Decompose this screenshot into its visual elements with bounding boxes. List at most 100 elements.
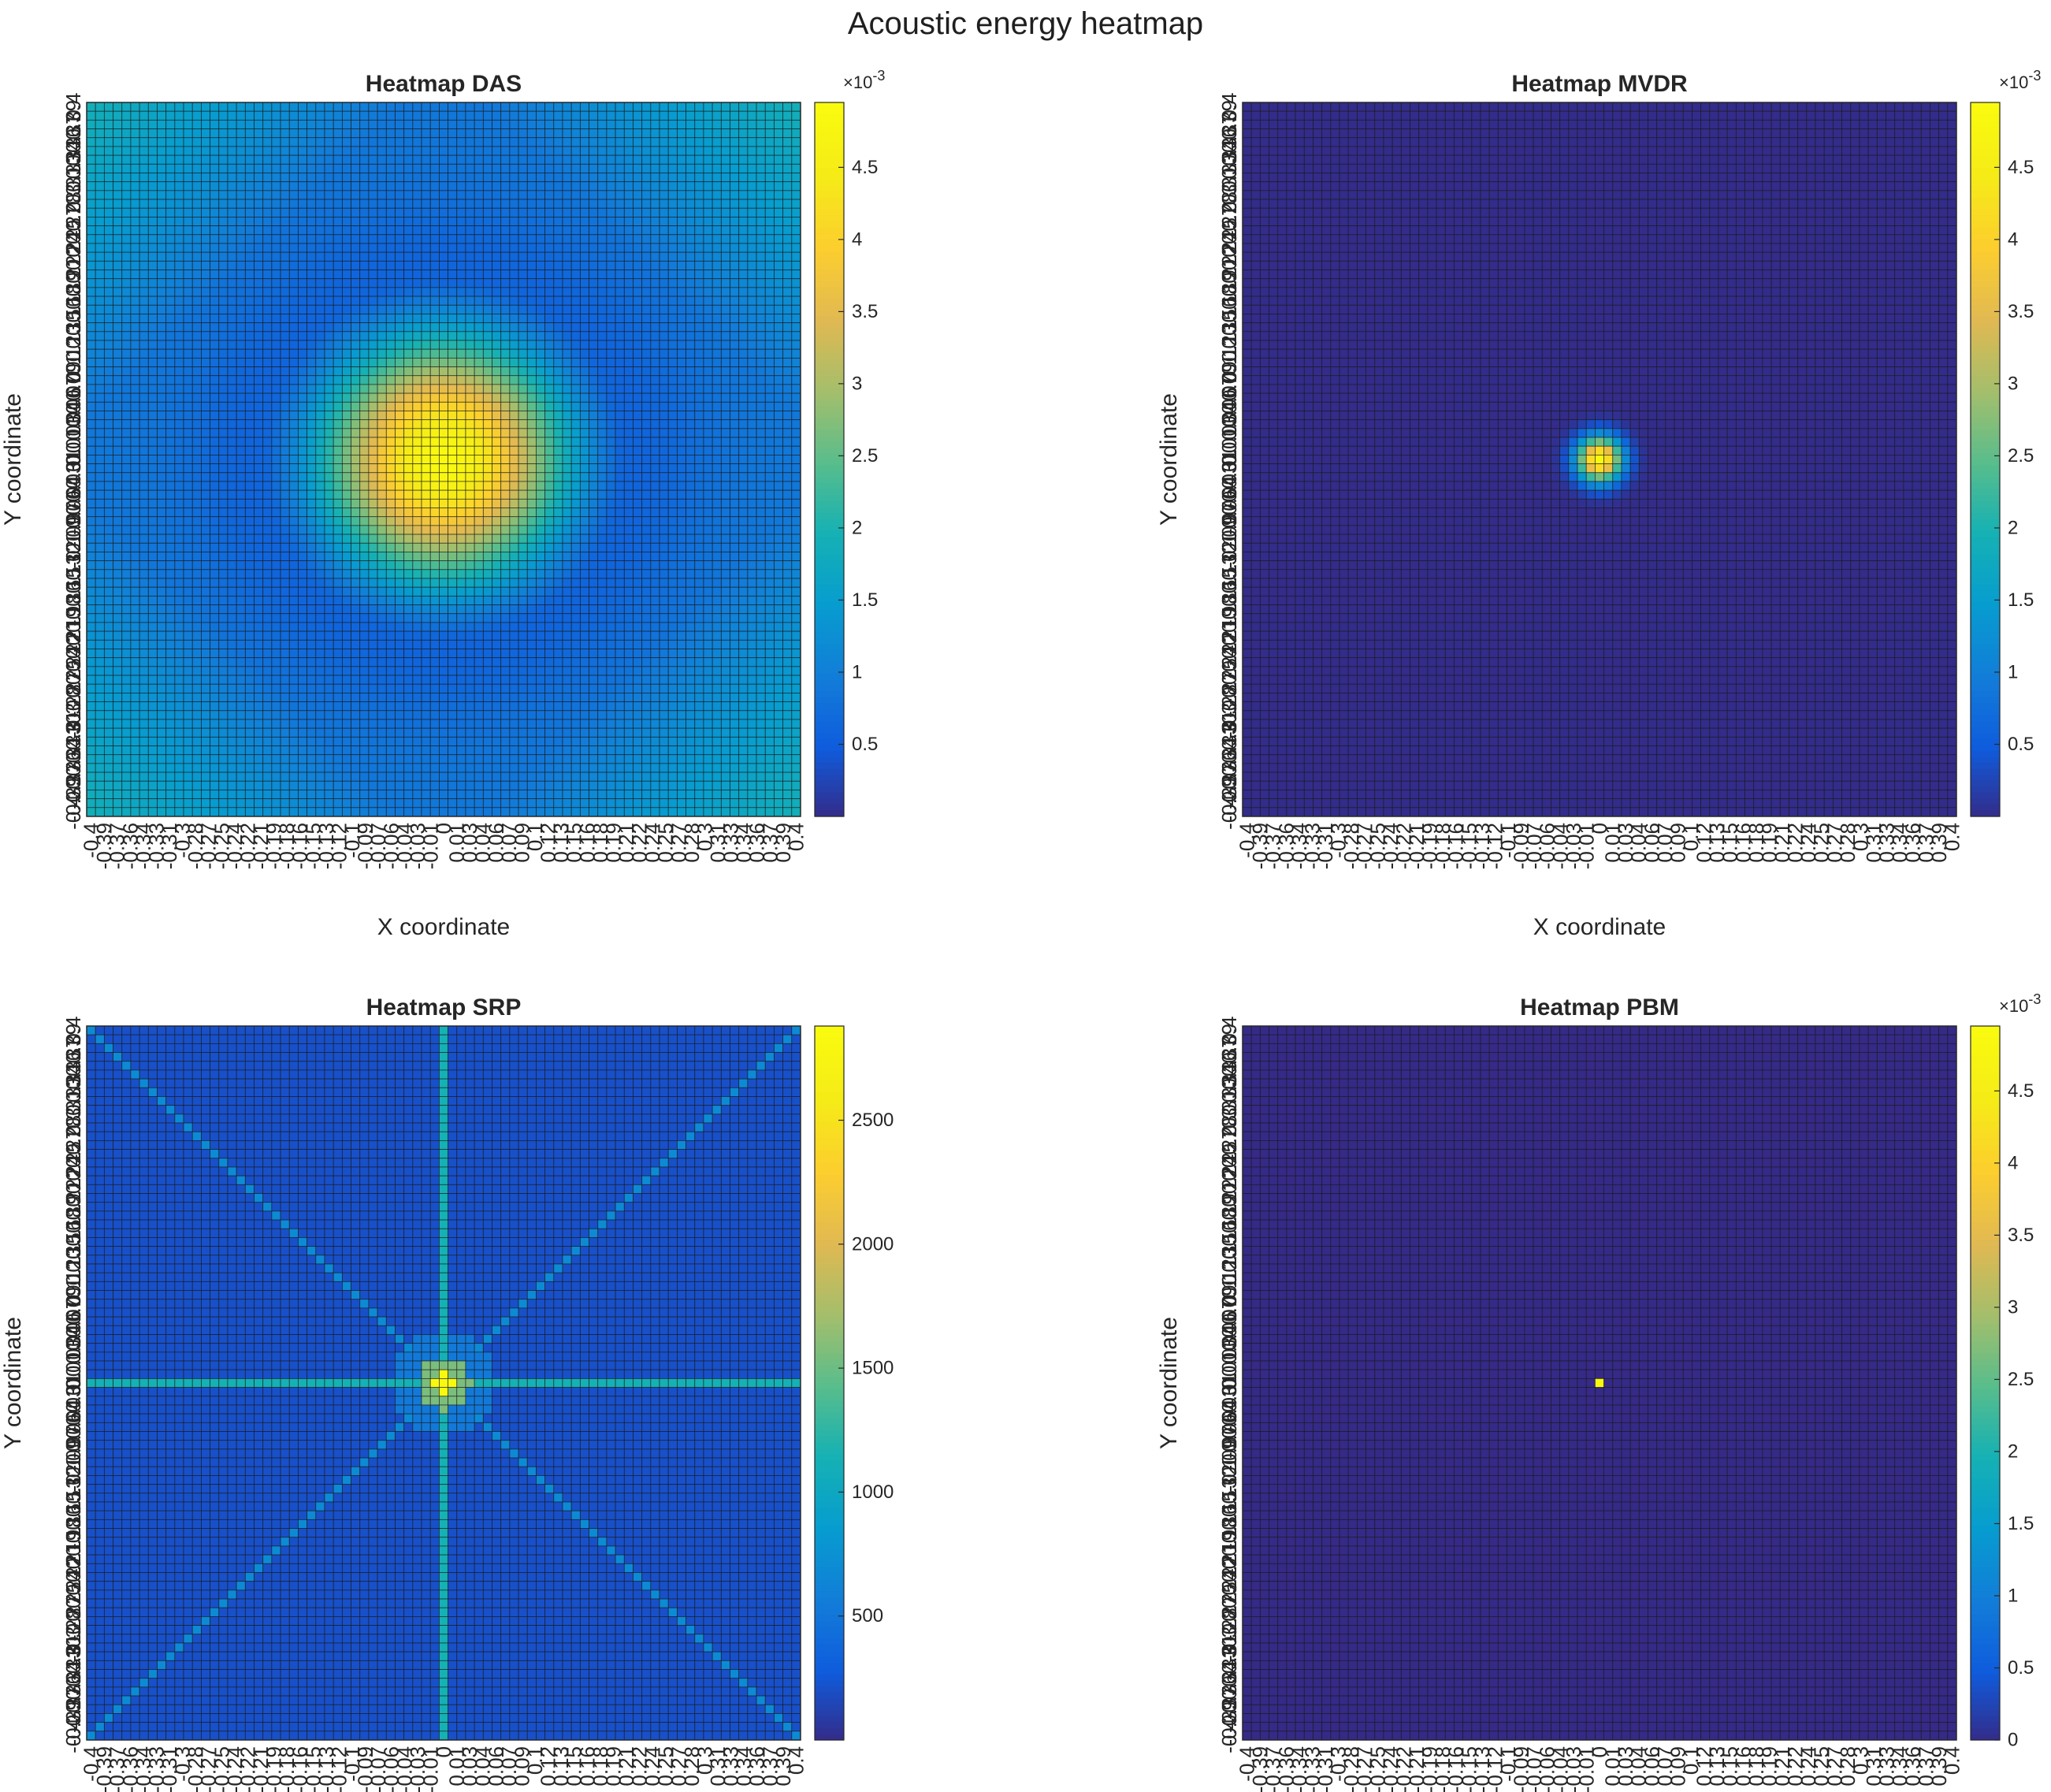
- heatmap-cell: [175, 473, 184, 481]
- heatmap-cell: [113, 235, 122, 244]
- heatmap-cell: [422, 226, 430, 235]
- heatmap-cell: [289, 481, 298, 490]
- heatmap-cell: [228, 358, 236, 366]
- heatmap-cell: [624, 147, 633, 155]
- heatmap-cell: [642, 208, 651, 217]
- heatmap-cell: [783, 473, 792, 481]
- heatmap-cell: [492, 191, 501, 199]
- heatmap-cell: [87, 270, 95, 279]
- heatmap-cell: [95, 191, 104, 199]
- heatmap-cell: [430, 376, 439, 385]
- heatmap-cell: [404, 526, 413, 534]
- heatmap-cell: [589, 570, 598, 578]
- heatmap-cell: [219, 191, 228, 199]
- heatmap-cell: [316, 288, 325, 296]
- heatmap-cell: [122, 279, 131, 288]
- heatmap-cell: [325, 332, 333, 340]
- heatmap-cell: [571, 402, 580, 411]
- heatmap-cell: [281, 578, 289, 587]
- heatmap-cell: [695, 534, 704, 543]
- heatmap-cell: [686, 543, 695, 552]
- heatmap-cell: [395, 464, 403, 473]
- heatmap-cell: [131, 481, 139, 490]
- heatmap-cell: [492, 517, 501, 526]
- heatmap-cell: [457, 446, 466, 455]
- heatmap-cell: [448, 147, 457, 155]
- heatmap-cell: [113, 261, 122, 270]
- heatmap-cell: [615, 235, 624, 244]
- heatmap-cell: [263, 376, 272, 385]
- heatmap-cell: [272, 358, 281, 366]
- heatmap-cell: [615, 314, 624, 322]
- heatmap-cell: [175, 217, 184, 225]
- heatmap-cell: [589, 561, 598, 570]
- heatmap-cell: [642, 226, 651, 235]
- heatmap-cell: [457, 411, 466, 419]
- heatmap-cell: [166, 138, 175, 147]
- heatmap-cell: [783, 349, 792, 358]
- heatmap-cell: [201, 296, 210, 305]
- heatmap-cell: [739, 429, 748, 437]
- heatmap-cell: [210, 385, 219, 393]
- heatmap-cell: [686, 437, 695, 446]
- heatmap-cell: [228, 446, 236, 455]
- heatmap-cell: [518, 429, 527, 437]
- heatmap-cell: [386, 534, 395, 543]
- heatmap-cell: [598, 323, 607, 332]
- heatmap-cell: [571, 270, 580, 279]
- heatmap-cell: [668, 235, 677, 244]
- heatmap-cell: [739, 314, 748, 322]
- heatmap-cell: [95, 111, 104, 120]
- heatmap-cell: [615, 358, 624, 366]
- heatmap-cell: [660, 155, 668, 164]
- heatmap-cell: [466, 561, 474, 570]
- heatmap-cell: [219, 314, 228, 322]
- heatmap-cell: [386, 217, 395, 225]
- heatmap-cell: [360, 261, 369, 270]
- heatmap-cell: [413, 578, 422, 587]
- heatmap-cell: [677, 534, 686, 543]
- heatmap-cell: [281, 164, 289, 173]
- heatmap-cell: [651, 235, 660, 244]
- heatmap-cell: [739, 323, 748, 332]
- heatmap-cell: [563, 261, 571, 270]
- heatmap-cell: [651, 217, 660, 225]
- heatmap-cell: [245, 244, 254, 252]
- heatmap-cell: [104, 340, 113, 349]
- heatmap-cell: [104, 226, 113, 235]
- heatmap-cell: [483, 490, 492, 499]
- heatmap-cell: [192, 191, 201, 199]
- heatmap-cell: [87, 279, 95, 288]
- heatmap-cell: [236, 164, 245, 173]
- heatmap-cell: [255, 208, 263, 217]
- heatmap-cell: [281, 208, 289, 217]
- heatmap-cell: [607, 270, 615, 279]
- heatmap-cell: [554, 191, 563, 199]
- heatmap-cell: [175, 385, 184, 393]
- heatmap-cell: [721, 499, 730, 507]
- heatmap-cell: [430, 429, 439, 437]
- heatmap-cell: [386, 499, 395, 507]
- heatmap-cell: [466, 332, 474, 340]
- heatmap-cell: [245, 235, 254, 244]
- heatmap-cell: [677, 120, 686, 128]
- heatmap-cell: [95, 578, 104, 587]
- heatmap-cell: [492, 111, 501, 120]
- heatmap-cell: [104, 261, 113, 270]
- heatmap-cell: [695, 490, 704, 499]
- heatmap-cell: [660, 208, 668, 217]
- heatmap-cell: [325, 138, 333, 147]
- heatmap-cell: [774, 120, 782, 128]
- heatmap-cell: [580, 376, 589, 385]
- heatmap-cell: [404, 455, 413, 463]
- heatmap-cell: [730, 411, 739, 419]
- heatmap-cell: [298, 411, 307, 419]
- heatmap-cell: [677, 305, 686, 314]
- heatmap-cell: [510, 226, 518, 235]
- heatmap-cell: [377, 570, 386, 578]
- heatmap-cell: [624, 208, 633, 217]
- heatmap-cell: [704, 261, 712, 270]
- heatmap-cell: [686, 226, 695, 235]
- heatmap-cell: [739, 508, 748, 517]
- heatmap-cell: [430, 208, 439, 217]
